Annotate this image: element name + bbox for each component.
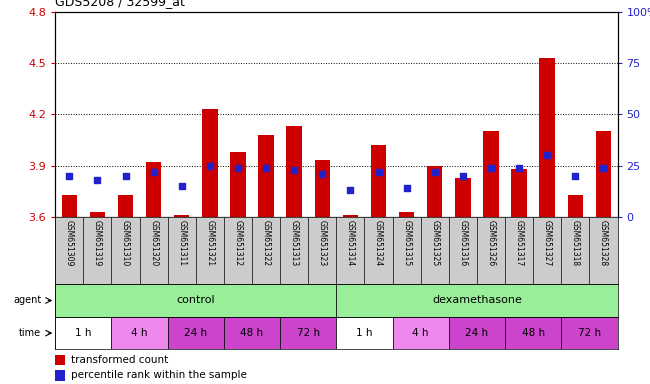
Point xyxy=(486,165,496,171)
Text: GDS5208 / 32599_at: GDS5208 / 32599_at xyxy=(55,0,185,8)
Text: 48 h: 48 h xyxy=(240,328,264,338)
Point xyxy=(261,165,271,171)
Point xyxy=(148,169,159,175)
Bar xyxy=(337,284,618,317)
Point xyxy=(317,171,328,177)
Text: 72 h: 72 h xyxy=(578,328,601,338)
Bar xyxy=(512,169,527,217)
Bar xyxy=(224,317,280,349)
Text: transformed count: transformed count xyxy=(71,355,168,365)
Text: GSM651328: GSM651328 xyxy=(599,220,608,266)
Text: GSM651321: GSM651321 xyxy=(205,220,214,266)
Text: GSM651320: GSM651320 xyxy=(149,220,158,266)
Bar xyxy=(146,162,161,217)
Bar xyxy=(62,195,77,217)
Text: GSM651319: GSM651319 xyxy=(93,220,102,266)
Bar xyxy=(258,135,274,217)
Text: GSM651314: GSM651314 xyxy=(346,220,355,266)
Bar xyxy=(427,166,443,217)
Text: 4 h: 4 h xyxy=(413,328,429,338)
Text: GSM651313: GSM651313 xyxy=(290,220,299,266)
Point xyxy=(430,169,440,175)
Bar xyxy=(55,317,112,349)
Text: GSM651312: GSM651312 xyxy=(233,220,242,266)
Bar xyxy=(455,177,471,217)
Bar xyxy=(448,317,505,349)
Bar xyxy=(505,317,561,349)
Bar xyxy=(337,317,393,349)
Text: GSM651309: GSM651309 xyxy=(65,220,74,267)
Point xyxy=(402,185,412,191)
Text: 72 h: 72 h xyxy=(296,328,320,338)
Bar xyxy=(567,195,583,217)
Point xyxy=(92,177,103,183)
Bar xyxy=(595,131,611,217)
Point xyxy=(458,173,468,179)
Text: GSM651326: GSM651326 xyxy=(486,220,495,266)
Bar xyxy=(90,212,105,217)
Point xyxy=(64,173,75,179)
Bar xyxy=(174,215,190,217)
Point xyxy=(177,183,187,189)
Text: 24 h: 24 h xyxy=(465,328,489,338)
Point xyxy=(373,169,384,175)
Text: GSM651311: GSM651311 xyxy=(177,220,187,266)
Bar xyxy=(399,212,415,217)
Point xyxy=(120,173,131,179)
Text: control: control xyxy=(177,295,215,306)
Bar xyxy=(55,355,66,365)
Bar xyxy=(562,317,618,349)
Text: 1 h: 1 h xyxy=(356,328,372,338)
Text: 1 h: 1 h xyxy=(75,328,92,338)
Text: GSM651310: GSM651310 xyxy=(121,220,130,266)
Text: GSM651317: GSM651317 xyxy=(515,220,524,266)
Point xyxy=(542,152,552,159)
Point xyxy=(570,173,580,179)
Text: time: time xyxy=(19,328,41,338)
Text: percentile rank within the sample: percentile rank within the sample xyxy=(71,370,247,381)
Point xyxy=(345,187,356,193)
Point xyxy=(289,167,300,173)
Bar xyxy=(343,215,358,217)
Text: GSM651322: GSM651322 xyxy=(261,220,270,266)
Bar xyxy=(112,317,168,349)
Bar xyxy=(540,58,555,217)
Text: 4 h: 4 h xyxy=(131,328,148,338)
Text: GSM651318: GSM651318 xyxy=(571,220,580,266)
Point xyxy=(514,165,525,171)
Bar xyxy=(230,152,246,217)
Bar xyxy=(393,317,449,349)
Text: 24 h: 24 h xyxy=(184,328,207,338)
Bar xyxy=(168,317,224,349)
Text: 48 h: 48 h xyxy=(521,328,545,338)
Text: GSM651316: GSM651316 xyxy=(458,220,467,266)
Text: dexamethasone: dexamethasone xyxy=(432,295,522,306)
Point xyxy=(598,165,608,171)
Bar xyxy=(118,195,133,217)
Bar xyxy=(370,145,386,217)
Bar xyxy=(55,284,337,317)
Bar xyxy=(55,370,66,381)
Text: GSM651323: GSM651323 xyxy=(318,220,327,266)
Text: GSM651315: GSM651315 xyxy=(402,220,411,266)
Bar xyxy=(315,161,330,217)
Text: GSM651324: GSM651324 xyxy=(374,220,383,266)
Text: agent: agent xyxy=(13,295,41,306)
Bar xyxy=(280,317,337,349)
Text: GSM651327: GSM651327 xyxy=(543,220,552,266)
Bar xyxy=(287,126,302,217)
Point xyxy=(205,162,215,169)
Bar xyxy=(202,109,218,217)
Point xyxy=(233,165,243,171)
Bar xyxy=(483,131,499,217)
Text: GSM651325: GSM651325 xyxy=(430,220,439,266)
